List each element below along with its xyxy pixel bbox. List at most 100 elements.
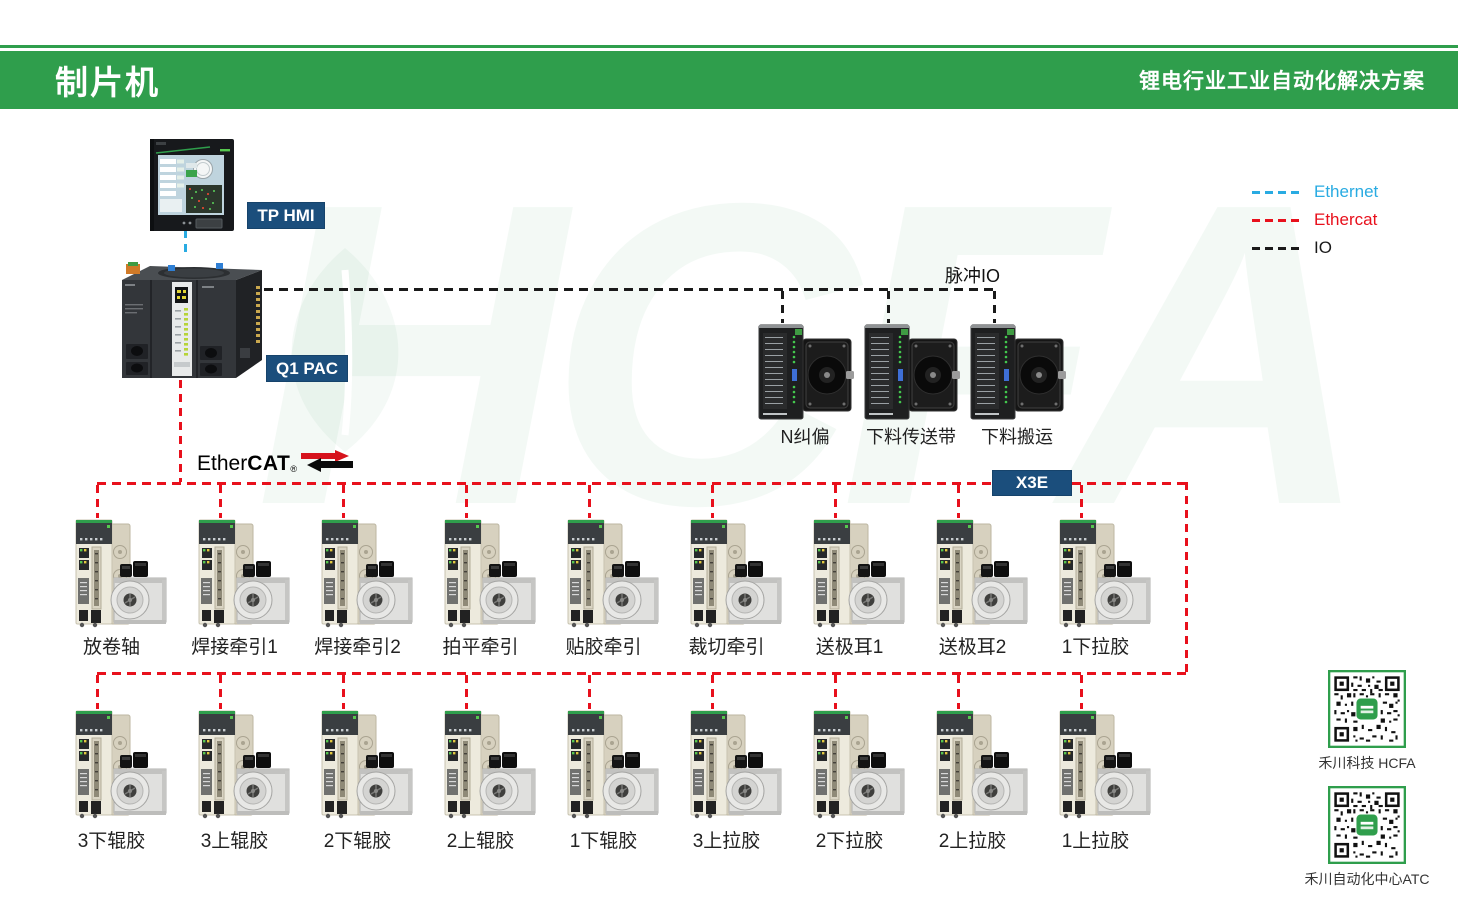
- servo-drive-image: [556, 709, 660, 821]
- io-bus-line: [264, 288, 995, 291]
- ethercat-branch-line: [219, 675, 222, 709]
- ethercat-branch-line: [465, 485, 468, 518]
- ethercat-branch-line: [957, 675, 960, 709]
- page-subtitle: 锂电行业工业自动化解决方案: [1139, 70, 1425, 93]
- ethercat-branch-line: [96, 675, 99, 709]
- stepper-drive-group: N纠偏: [752, 288, 858, 453]
- pulse-io-label: 脉冲IO: [944, 266, 1000, 286]
- servo-axis-label: 拍平牵引: [442, 637, 519, 658]
- legend-label: Ethernet: [1314, 182, 1379, 201]
- stepper-drive-image: [755, 323, 855, 423]
- servo-axis-label: 1下辊胶: [569, 831, 638, 852]
- servo-drive-image: [310, 709, 414, 821]
- ethernet-line-hmi-pac: [184, 230, 187, 253]
- qr-code-image: [1328, 670, 1406, 748]
- stepper-drive-image: [967, 323, 1067, 423]
- stepper-axis-label: 下料传送带: [866, 427, 956, 447]
- servo-drive-group: 焊接牵引1: [159, 482, 282, 662]
- io-branch-line: [993, 291, 996, 323]
- stepper-axis-label: N纠偏: [780, 427, 830, 447]
- servo-drive-group: 3下辊胶: [36, 672, 159, 852]
- ethercat-branch-line: [588, 485, 591, 518]
- legend-item-io: IO: [1252, 234, 1378, 262]
- servo-drive-group: 1下拉胶: [1020, 482, 1143, 662]
- qr-code-block: 禾川科技 HCFA: [1292, 670, 1442, 773]
- ethercat-bus-row2: [97, 672, 1188, 675]
- servo-axis-label: 焊接牵引1: [191, 637, 278, 658]
- servo-axis-label: 裁切牵引: [688, 637, 765, 658]
- servo-axis-label: 放卷轴: [82, 637, 140, 658]
- servo-axis-label: 3下辊胶: [77, 831, 146, 852]
- header-accent-line: [0, 45, 1458, 48]
- ethercat-arrow-icon: [300, 450, 353, 472]
- ethercat-dash-icon: [1252, 218, 1302, 222]
- ethercat-logo-text: Ether: [197, 452, 248, 475]
- ethercat-line-pac-bus: [179, 380, 182, 482]
- servo-axis-label: 贴胶牵引: [565, 637, 642, 658]
- ethercat-branch-line: [96, 485, 99, 518]
- servo-axis-label: 送极耳1: [815, 637, 884, 658]
- ethercat-logo-text-bold: CAT: [247, 452, 291, 475]
- servo-drive-group: 2下辊胶: [282, 672, 405, 852]
- stepper-drive-group: 下料传送带: [858, 288, 964, 453]
- pac-tag: Q1 PAC: [266, 355, 348, 382]
- servo-drive-image: [925, 709, 1029, 821]
- ethercat-branch-line: [834, 675, 837, 709]
- servo-axis-label: 2下辊胶: [323, 831, 392, 852]
- legend-label: Ethercat: [1314, 210, 1378, 229]
- servo-drive-image: [187, 709, 291, 821]
- servo-axis-label: 1下拉胶: [1061, 637, 1130, 658]
- servo-drive-image: [187, 518, 291, 630]
- servo-drive-image: [679, 709, 783, 821]
- io-branch-line: [887, 291, 890, 323]
- servo-axis-label: 3上拉胶: [692, 831, 761, 852]
- stepper-axis-label: 下料搬运: [981, 427, 1053, 447]
- io-branch-line: [781, 291, 784, 323]
- servo-drive-image: [310, 518, 414, 630]
- servo-axis-label: 1上拉胶: [1061, 831, 1130, 852]
- io-dash-icon: [1252, 246, 1302, 250]
- ethercat-bus-drop: [1185, 482, 1188, 674]
- servo-drive-group: 2上拉胶: [897, 672, 1020, 852]
- servo-drive-group: 焊接牵引2: [282, 482, 405, 662]
- ethercat-branch-line: [1080, 675, 1083, 709]
- servo-drive-group: 放卷轴: [36, 482, 159, 662]
- servo-axis-label: 送极耳2: [938, 637, 1007, 658]
- ethercat-branch-line: [1080, 485, 1083, 518]
- legend-item-ethercat: Ethercat: [1252, 206, 1378, 234]
- servo-row-2: 3下辊胶 3上辊胶 2下辊胶: [36, 672, 1143, 852]
- servo-drive-group: 3上拉胶: [651, 672, 774, 852]
- qr-code-image: [1328, 786, 1406, 864]
- pac-device-image: [122, 262, 262, 378]
- servo-axis-label: 2下拉胶: [815, 831, 884, 852]
- servo-drive-image: [1048, 518, 1152, 630]
- servo-drive-image: [679, 518, 783, 630]
- servo-drive-image: [64, 709, 168, 821]
- servo-drive-group: 3上辊胶: [159, 672, 282, 852]
- servo-drive-image: [925, 518, 1029, 630]
- pulse-io-drive-row: N纠偏 下料传送带 下料搬运: [752, 288, 1070, 453]
- servo-drive-group: 2上辊胶: [405, 672, 528, 852]
- servo-drive-image: [433, 709, 537, 821]
- servo-axis-label: 3上辊胶: [200, 831, 269, 852]
- qr-caption: 禾川科技 HCFA: [1318, 755, 1416, 771]
- servo-drive-image: [802, 709, 906, 821]
- ethercat-branch-line: [957, 485, 960, 518]
- servo-drive-group: 1上拉胶: [1020, 672, 1143, 852]
- x3e-tag: X3E: [992, 470, 1072, 496]
- servo-drive-group: 1下辊胶: [528, 672, 651, 852]
- hmi-device-image: [150, 139, 234, 231]
- qr-code-block: 禾川自动化中心ATC: [1292, 786, 1442, 889]
- stepper-drive-image: [861, 323, 961, 423]
- qr-caption: 禾川自动化中心ATC: [1304, 871, 1430, 887]
- hmi-tag: TP HMI: [247, 202, 325, 229]
- servo-drive-group: 贴胶牵引: [528, 482, 651, 662]
- ethercat-branch-line: [711, 675, 714, 709]
- qr-code-area: 禾川科技 HCFA 禾川自动化中心ATC: [1292, 670, 1442, 902]
- ethercat-logo: Ether CAT ®: [197, 450, 355, 476]
- ethercat-branch-line: [219, 485, 222, 518]
- servo-axis-label: 2上拉胶: [938, 831, 1007, 852]
- servo-drive-image: [802, 518, 906, 630]
- servo-drive-group: 送极耳2: [897, 482, 1020, 662]
